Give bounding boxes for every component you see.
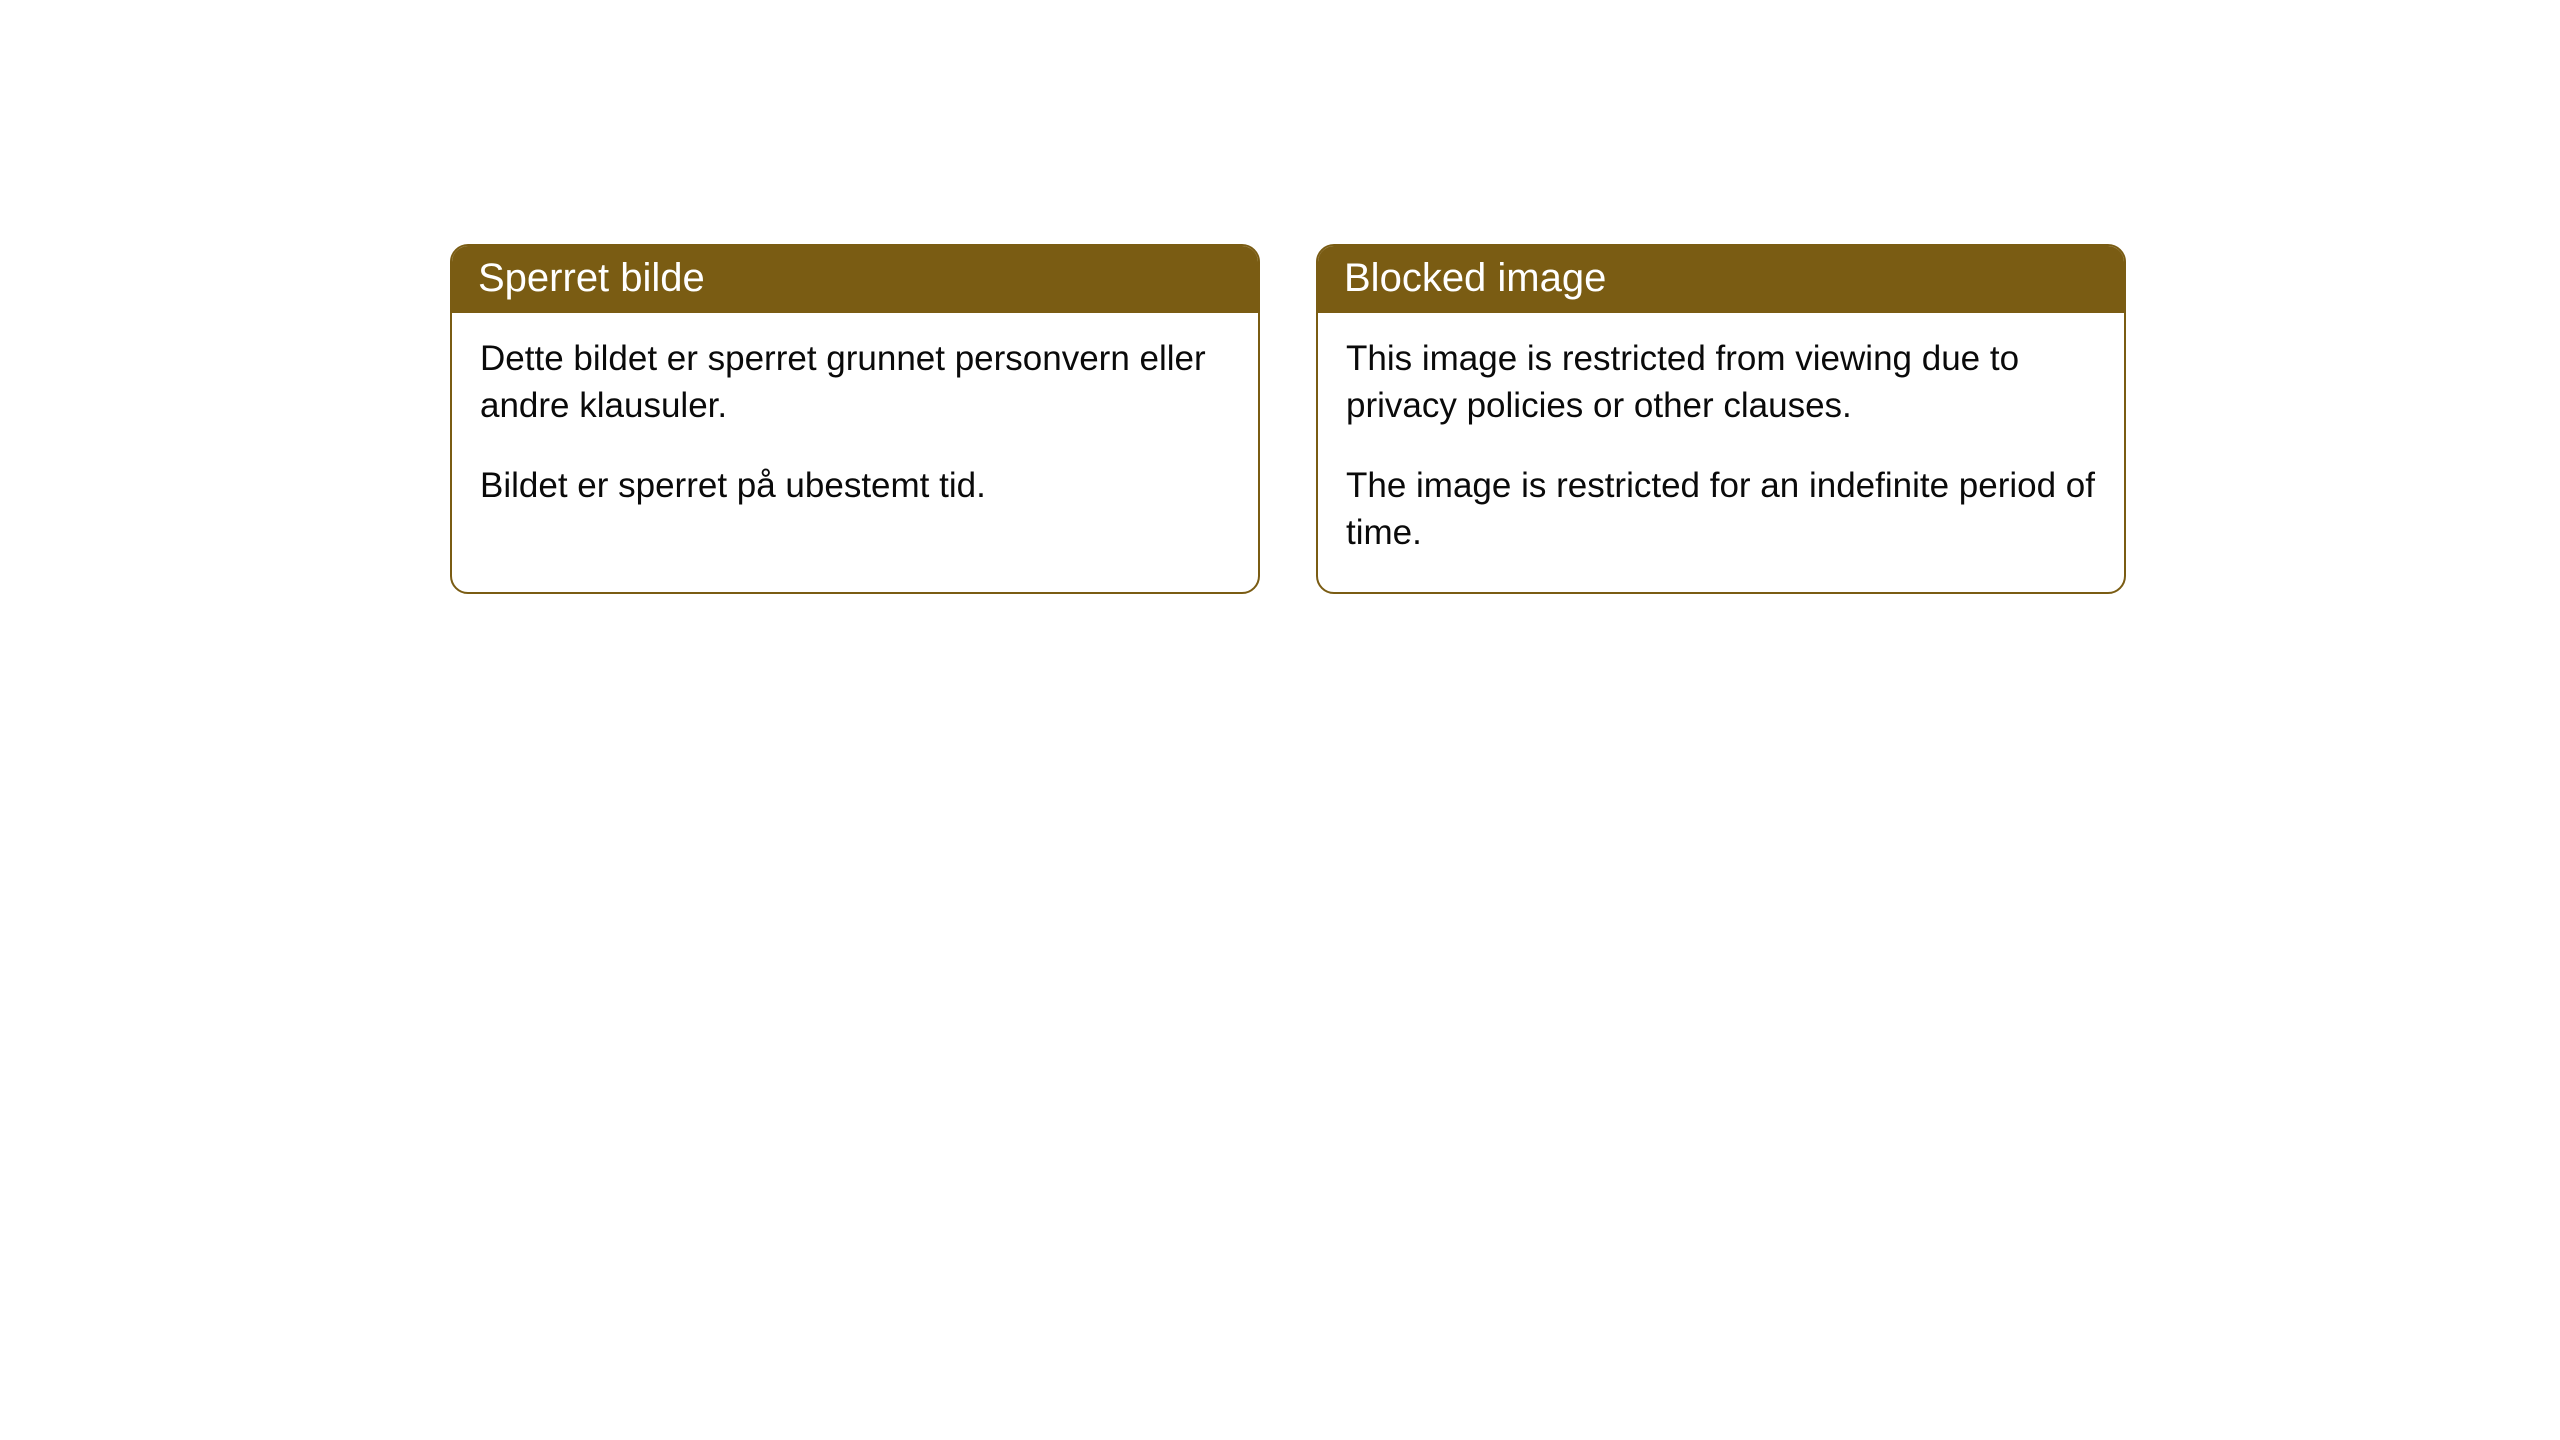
card-paragraph: Dette bildet er sperret grunnet personve…: [480, 335, 1230, 430]
card-body: Dette bildet er sperret grunnet personve…: [452, 313, 1258, 545]
card-paragraph: Bildet er sperret på ubestemt tid.: [480, 462, 1230, 509]
cards-container: Sperret bilde Dette bildet er sperret gr…: [450, 244, 2126, 594]
card-paragraph: This image is restricted from viewing du…: [1346, 335, 2096, 430]
blocked-image-card-no: Sperret bilde Dette bildet er sperret gr…: [450, 244, 1260, 594]
card-header: Sperret bilde: [452, 246, 1258, 313]
card-header: Blocked image: [1318, 246, 2124, 313]
card-paragraph: The image is restricted for an indefinit…: [1346, 462, 2096, 557]
blocked-image-card-en: Blocked image This image is restricted f…: [1316, 244, 2126, 594]
card-body: This image is restricted from viewing du…: [1318, 313, 2124, 592]
